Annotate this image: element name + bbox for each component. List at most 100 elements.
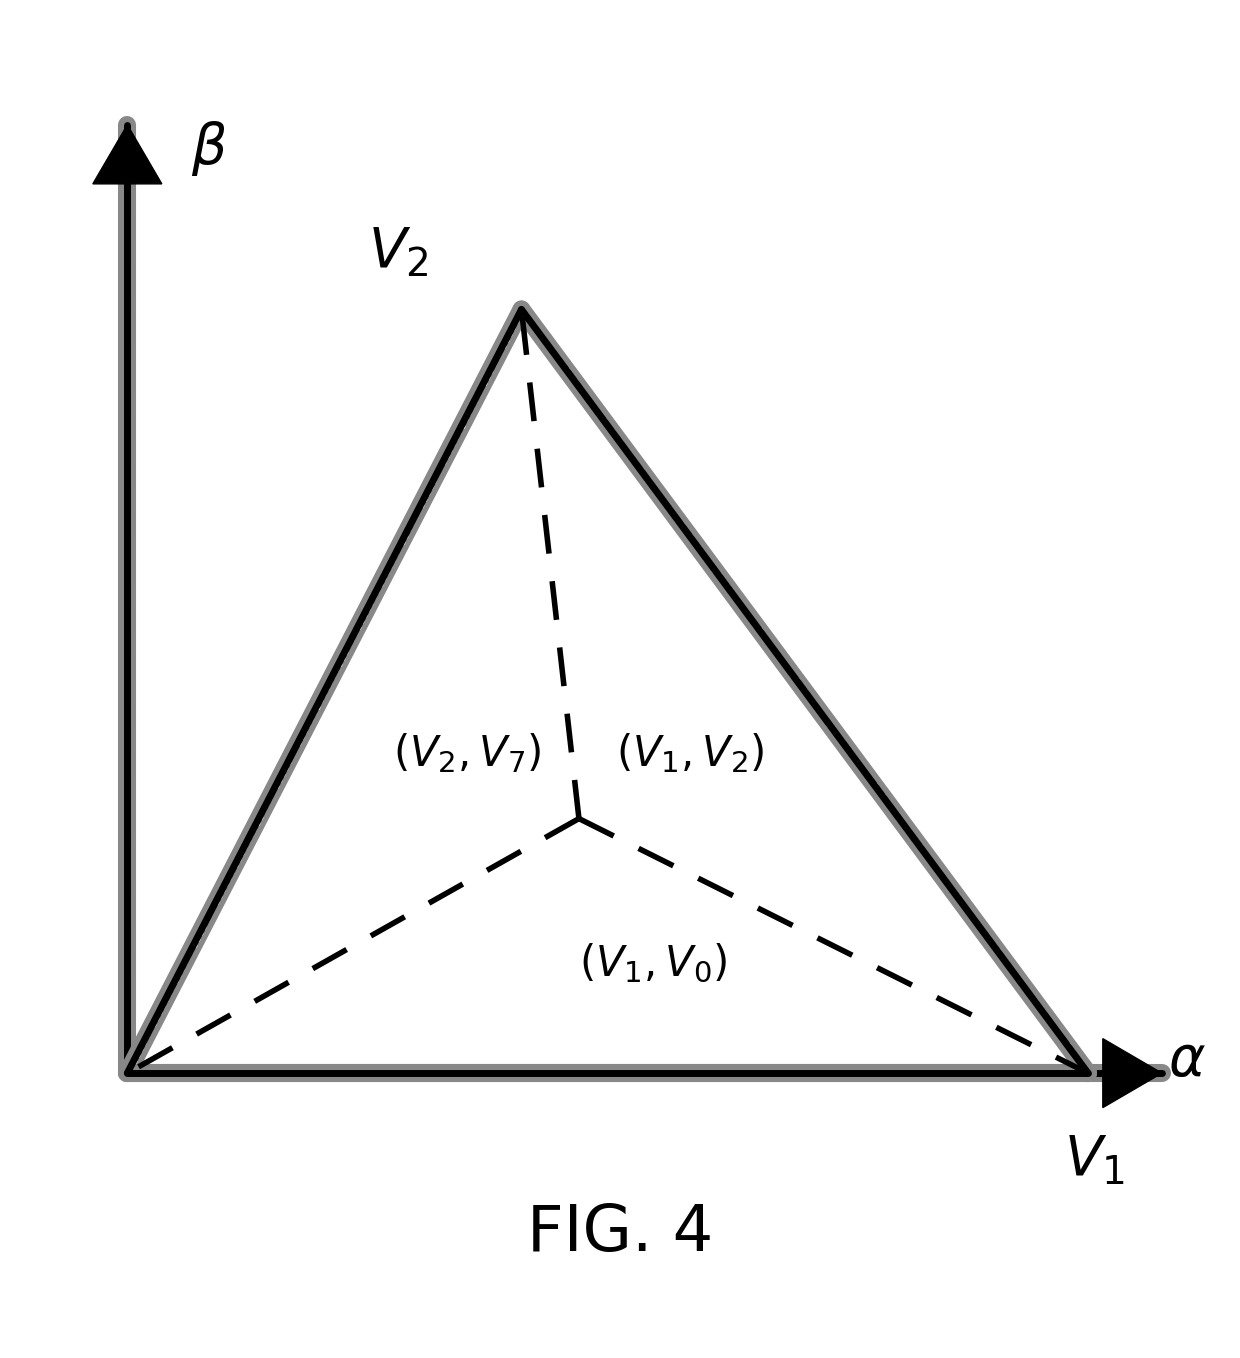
Point [118,519,138,540]
Point [118,424,138,445]
Point [583,1062,603,1084]
Point [351,1062,371,1084]
Point [467,384,487,406]
Point [146,1008,166,1029]
Point [742,1062,761,1084]
Point [885,1062,905,1084]
Point [231,842,250,864]
Point [118,217,138,239]
Point [367,580,387,602]
Point [316,1062,336,1084]
Point [224,854,244,876]
Point [610,432,630,454]
Point [118,121,138,143]
Point [807,697,827,718]
Point [281,744,301,766]
Point [118,437,138,459]
Point [673,1062,693,1084]
Point [262,1062,281,1084]
Point [351,1062,371,1084]
Point [118,952,138,974]
Point [1117,1062,1137,1084]
Point [940,1062,960,1084]
Point [118,471,138,493]
Point [436,445,456,467]
Point [646,1062,666,1084]
Point [172,1062,192,1084]
Point [1066,1046,1086,1067]
Point [118,911,138,933]
Point [1016,1062,1035,1084]
Point [118,478,138,500]
Point [118,265,138,287]
Text: $\beta$: $\beta$ [191,118,227,178]
Point [118,801,138,823]
Point [294,720,314,741]
Point [118,395,138,417]
Point [227,1062,247,1084]
Point [399,1062,419,1084]
Point [763,636,782,657]
Point [901,824,921,846]
Point [143,1013,162,1035]
Point [512,299,532,320]
Point [118,856,138,877]
Point [425,1062,445,1084]
Point [118,945,138,967]
Point [697,547,717,569]
Point [118,828,138,850]
Point [852,1062,872,1084]
Point [149,1001,169,1023]
Point [515,1062,534,1084]
Point [1009,1062,1029,1084]
Point [1058,1035,1078,1057]
Point [899,1062,919,1084]
Point [118,568,138,589]
Point [402,512,422,534]
Point [345,622,365,644]
Point [118,1008,138,1029]
Point [825,1062,844,1084]
Point [192,1062,212,1084]
Point [153,995,172,1017]
Point [118,1014,138,1036]
Point [729,592,749,614]
Point [926,1062,946,1084]
Point [877,792,897,813]
Point [745,614,765,636]
Point [1056,1062,1076,1084]
Point [386,1062,405,1084]
Point [844,747,864,769]
Point [118,314,138,335]
Point [1035,1062,1055,1084]
Point [934,1062,954,1084]
Point [905,1062,925,1084]
Point [228,849,248,870]
Point [672,1062,692,1084]
Point [206,891,226,913]
Text: $V_1$: $V_1$ [1064,1133,1125,1187]
Point [1125,1062,1145,1084]
Point [516,304,536,326]
Point [990,1062,1009,1084]
Point [802,1062,822,1084]
Point [458,402,477,424]
Point [351,610,371,631]
Point [339,634,358,656]
Point [253,800,273,822]
Point [118,1055,138,1077]
Point [680,526,699,547]
Point [926,857,946,879]
Point [347,617,367,638]
Point [873,785,893,807]
Point [289,1062,309,1084]
Point [763,1062,782,1084]
Point [523,315,543,337]
Point [451,414,471,436]
Text: $(V_2,V_7)$: $(V_2,V_7)$ [393,732,542,775]
Point [118,1062,138,1084]
Point [861,769,880,790]
Point [658,1062,678,1084]
Point [118,808,138,830]
Point [570,1062,590,1084]
